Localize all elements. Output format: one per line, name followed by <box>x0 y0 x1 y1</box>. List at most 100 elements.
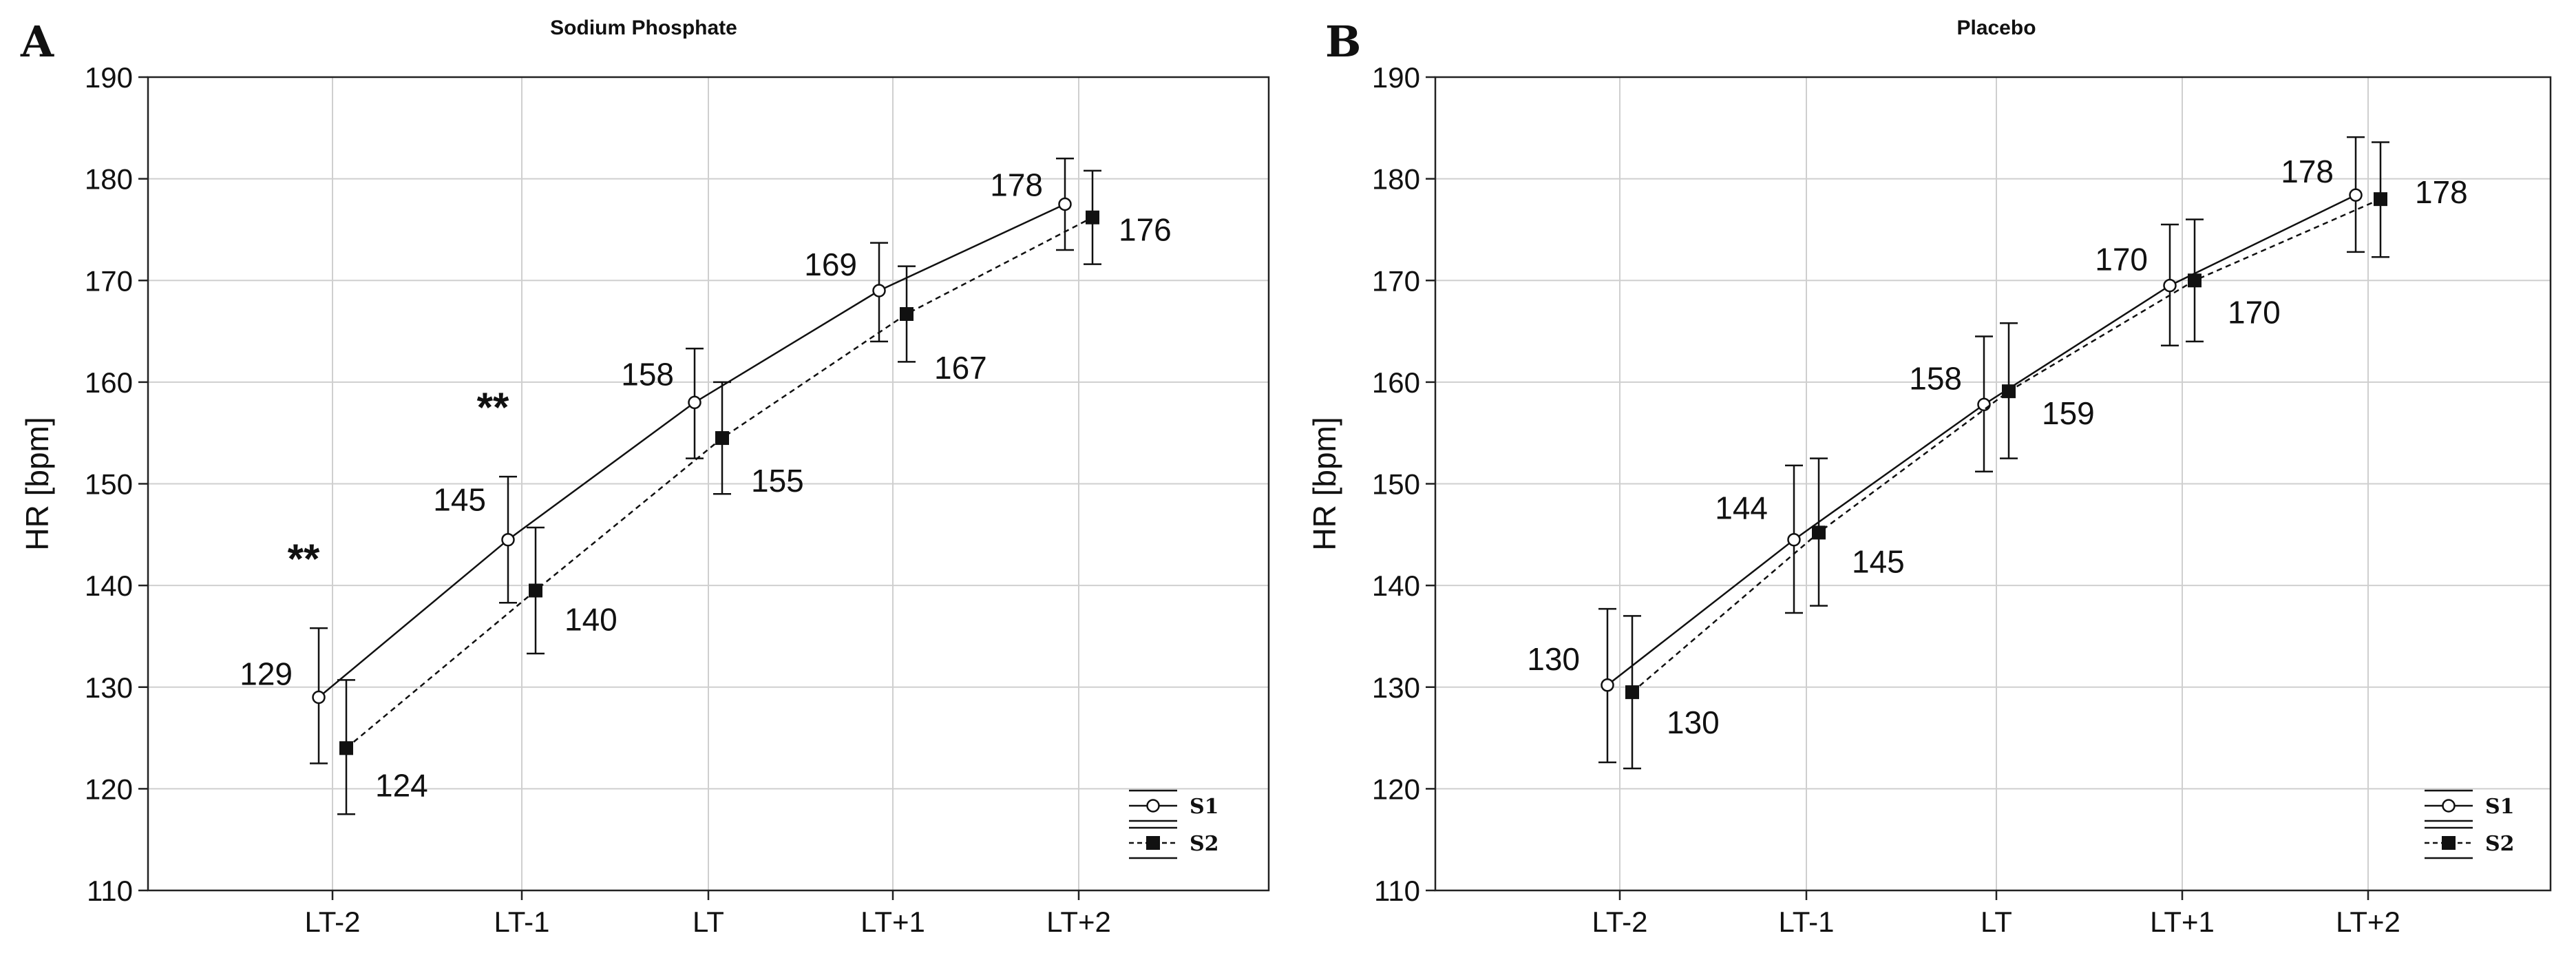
legend-label: S1 <box>2485 795 2515 819</box>
data-label: 140 <box>564 602 617 638</box>
x-tick-label: LT-2 <box>1592 906 1648 938</box>
data-label: 159 <box>2042 395 2095 431</box>
series-line <box>318 203 1066 698</box>
x-tick-label: LT-2 <box>305 906 361 938</box>
data-label: 158 <box>1909 360 1962 396</box>
legend-marker <box>2442 799 2456 813</box>
x-tick-label: LT-1 <box>494 906 550 938</box>
y-tick-label: 160 <box>1372 366 1420 399</box>
series-line <box>1632 198 2381 693</box>
legend-item-s1: S1 <box>1129 789 1219 822</box>
legend-item-s2: S2 <box>2425 826 2515 859</box>
y-tick-label: 140 <box>85 570 133 602</box>
legend-marker <box>1146 799 1160 813</box>
y-tick-label: 130 <box>1372 671 1420 704</box>
series-s2: 130 145 159 170 178 <box>1623 141 2468 770</box>
x-tick-label: LT+2 <box>2336 906 2400 938</box>
legend-marker <box>2442 836 2456 850</box>
y-tick-label: 180 <box>85 163 133 196</box>
data-point-marker <box>2349 188 2363 202</box>
data-point-marker <box>1787 532 1801 547</box>
y-tick-label: 110 <box>1374 875 1420 907</box>
data-label: 130 <box>1527 641 1580 677</box>
data-label: 170 <box>2228 294 2281 330</box>
data-label: 178 <box>2415 174 2468 210</box>
data-point-marker <box>715 431 729 446</box>
data-label: 178 <box>2281 154 2334 189</box>
data-label: 178 <box>990 167 1043 203</box>
y-tick-label: 190 <box>1372 61 1420 94</box>
x-tick-label: LT+1 <box>861 906 925 938</box>
data-point-marker <box>1086 210 1099 225</box>
data-point-marker <box>1977 397 1991 412</box>
data-point-marker <box>2163 278 2177 293</box>
x-tick-label: LT <box>1981 906 2012 938</box>
data-point-marker <box>2374 192 2387 207</box>
data-point-marker <box>900 306 914 321</box>
y-tick-label: 140 <box>1372 570 1420 602</box>
data-label: 145 <box>433 482 486 518</box>
significance-annotation: ** <box>477 384 509 430</box>
y-tick-label: 190 <box>85 61 133 94</box>
significance-annotation: ** <box>288 536 320 582</box>
data-point-marker <box>2002 384 2016 399</box>
data-point-marker <box>339 741 353 755</box>
data-label: 155 <box>751 463 804 499</box>
y-tick-label: 160 <box>85 366 133 399</box>
x-tick-label: LT+1 <box>2150 906 2215 938</box>
legend: S1 S2 <box>1129 789 1219 859</box>
data-point-marker <box>1601 678 1614 692</box>
data-point-marker <box>688 395 701 410</box>
data-point-marker <box>1812 525 1826 540</box>
series-s1: 130 144 158 170 178 <box>1527 136 2365 764</box>
panel-letter: B <box>1325 17 1361 67</box>
x-tick-label: LT-1 <box>1779 906 1835 938</box>
data-label: 170 <box>2095 242 2148 278</box>
data-label: 145 <box>1852 543 1905 579</box>
legend-item-s2: S2 <box>1129 826 1219 859</box>
legend-label: S1 <box>1190 795 1219 819</box>
series-s2: 124 140 155 167 176 <box>337 169 1172 815</box>
y-axis-title: HR [bpm] <box>19 417 55 550</box>
legend: S1 S2 <box>2425 789 2515 859</box>
y-tick-label: 150 <box>1372 468 1420 501</box>
data-point-marker <box>529 583 542 598</box>
legend-label: S2 <box>2485 832 2515 856</box>
data-label: 176 <box>1119 212 1172 248</box>
data-label: 130 <box>1667 705 1720 740</box>
panel-title: Placebo <box>1956 17 2036 39</box>
gridlines <box>1435 77 2551 890</box>
legend-item-s1: S1 <box>2425 789 2515 822</box>
data-label: 124 <box>375 767 428 803</box>
data-label: 169 <box>804 247 857 282</box>
x-tick-label: LT+2 <box>1046 906 1111 938</box>
data-point-marker <box>1625 685 1639 700</box>
y-tick-label: 120 <box>1372 773 1420 805</box>
y-tick-label: 110 <box>87 875 133 907</box>
y-axis-title: HR [bpm] <box>1307 417 1342 550</box>
data-label: 144 <box>1715 490 1768 526</box>
legend-marker <box>1146 836 1160 850</box>
panel-letter: A <box>20 17 54 67</box>
data-point-marker <box>501 532 515 547</box>
x-tick-label: LT <box>693 906 724 938</box>
data-point-marker <box>2188 273 2202 288</box>
y-tick-label: 120 <box>85 773 133 805</box>
data-point-marker <box>1058 197 1072 211</box>
panel-b: 110 120 130 140 150 160 170 180 190 LT-2 LT-1 LT LT+… <box>1307 17 2552 938</box>
data-label: 129 <box>240 656 293 692</box>
series-s1: 129 145 158 169 178 <box>240 157 1074 764</box>
panel-a: 110 120 130 140 150 160 170 180 190 LT-2 LT-1 LT LT+… <box>19 17 1270 938</box>
y-tick-label: 150 <box>85 468 133 501</box>
data-point-marker <box>872 284 886 298</box>
panel-title: Sodium Phosphate <box>550 17 737 39</box>
y-tick-label: 180 <box>1372 163 1420 196</box>
legend-label: S2 <box>1190 832 1219 856</box>
series-line <box>1607 194 2356 686</box>
gridlines <box>148 77 1269 890</box>
data-point-marker <box>312 690 326 705</box>
y-tick-label: 130 <box>85 671 133 704</box>
data-label: 167 <box>934 350 987 386</box>
y-tick-label: 170 <box>85 264 133 297</box>
